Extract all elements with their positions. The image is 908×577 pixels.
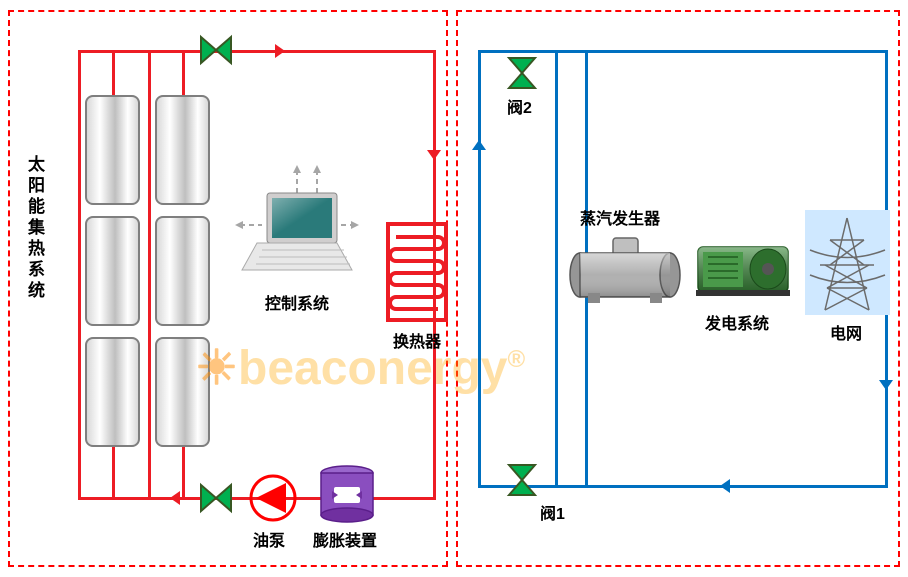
- control-label: 控制系统: [265, 290, 329, 314]
- pump-label: 油泵: [253, 527, 285, 551]
- generator-label: 发电系统: [705, 310, 769, 334]
- valve1-label: 阀1: [540, 500, 565, 524]
- red-pipe: [182, 447, 185, 497]
- collector: [155, 216, 210, 326]
- grid-label: 电网: [830, 320, 862, 344]
- generator-icon: [693, 232, 793, 302]
- valve1-icon: [504, 462, 540, 498]
- collector: [85, 95, 140, 205]
- valve-icon: [198, 32, 234, 68]
- heat-exchanger-icon: [386, 222, 448, 322]
- laptop-icon: [232, 165, 362, 285]
- red-pipe: [78, 50, 436, 53]
- blue-pipe: [478, 50, 888, 53]
- arrow-icon: [472, 140, 486, 150]
- arrow-icon: [427, 150, 441, 160]
- arrow-icon: [879, 380, 893, 390]
- collector: [85, 337, 140, 447]
- red-pipe: [78, 50, 81, 500]
- steam-label: 蒸汽发生器: [580, 205, 660, 229]
- blue-pipe: [478, 50, 481, 488]
- arrow-icon: [275, 44, 285, 58]
- pump-icon: [248, 473, 298, 523]
- blue-pipe: [555, 50, 558, 488]
- solar-system-label: 太阳能集热系统: [22, 155, 47, 302]
- collector: [155, 95, 210, 205]
- steam-generator-icon: [568, 235, 683, 305]
- arrow-icon: [720, 479, 730, 493]
- red-pipe: [148, 50, 151, 500]
- valve2-label: 阀2: [507, 94, 532, 118]
- grid-tower-icon: [805, 210, 890, 315]
- expansion-icon: [318, 465, 376, 523]
- collector: [85, 216, 140, 326]
- red-pipe: [112, 447, 115, 497]
- valve-icon: [198, 480, 234, 516]
- valve2-icon: [504, 55, 540, 91]
- expansion-label: 膨胀装置: [313, 527, 377, 551]
- red-pipe: [112, 50, 115, 95]
- watermark: ☀beaconergy®: [195, 340, 525, 396]
- arrow-icon: [170, 491, 180, 505]
- red-pipe: [182, 50, 185, 95]
